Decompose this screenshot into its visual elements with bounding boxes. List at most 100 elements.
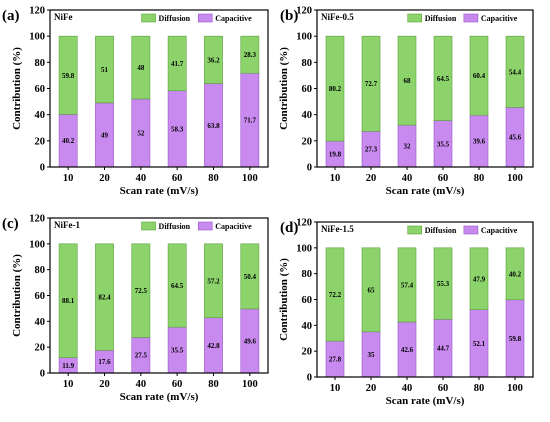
diffusion-value-label: 40.2 bbox=[509, 270, 522, 278]
diffusion-value-label: 60.4 bbox=[473, 72, 486, 80]
capacitive-value-label: 35.5 bbox=[171, 347, 184, 355]
diffusion-bar bbox=[95, 243, 114, 351]
diffusion-value-label: 57.4 bbox=[401, 281, 414, 289]
y-tick-label: 80 bbox=[302, 269, 313, 280]
panel-letter: (c) bbox=[2, 216, 19, 232]
capacitive-value-label: 42.8 bbox=[207, 342, 220, 350]
capacitive-value-label: 35 bbox=[368, 351, 376, 359]
diffusion-bar bbox=[397, 247, 417, 323]
y-tick-label: 120 bbox=[296, 218, 312, 229]
legend-swatch-capacitive bbox=[463, 225, 479, 235]
legend-label-diffusion: Diffusion bbox=[159, 14, 191, 23]
panel-letter: (b) bbox=[280, 8, 298, 24]
panel-letter: (a) bbox=[2, 8, 20, 24]
x-tick-label: 40 bbox=[402, 383, 413, 394]
capacitive-value-label: 44.7 bbox=[437, 345, 450, 353]
diffusion-bar bbox=[325, 35, 345, 142]
diffusion-value-label: 41.7 bbox=[171, 60, 184, 68]
capacitive-value-label: 58.3 bbox=[171, 125, 184, 133]
capacitive-value-label: 32 bbox=[404, 143, 412, 151]
diffusion-value-label: 50.4 bbox=[244, 273, 257, 281]
x-tick-label: 60 bbox=[172, 379, 183, 390]
x-tick-label: 80 bbox=[208, 173, 219, 184]
legend-swatch-diffusion bbox=[141, 13, 156, 23]
y-tick-label: 60 bbox=[35, 84, 46, 95]
x-tick-label: 40 bbox=[136, 173, 147, 184]
panel-title: NiFe-1 bbox=[54, 220, 80, 230]
y-tick-label: 0 bbox=[40, 369, 45, 380]
diffusion-value-label: 64.5 bbox=[437, 75, 450, 83]
diffusion-bar bbox=[240, 243, 260, 310]
diffusion-value-label: 65 bbox=[368, 286, 376, 294]
y-tick-label: 100 bbox=[296, 32, 312, 43]
y-tick-label: 80 bbox=[302, 58, 313, 69]
diffusion-bar bbox=[433, 35, 453, 121]
diffusion-value-label: 82.4 bbox=[98, 294, 111, 302]
capacitive-value-label: 39.6 bbox=[473, 138, 486, 146]
diffusion-bar bbox=[469, 35, 489, 116]
legend-swatch-diffusion bbox=[407, 225, 423, 235]
capacitive-value-label: 59.8 bbox=[509, 335, 522, 343]
diffusion-value-label: 72.5 bbox=[135, 287, 148, 295]
y-tick-label: 0 bbox=[40, 163, 45, 174]
y-tick-label: 0 bbox=[307, 373, 312, 384]
x-axis-label: Scan rate (mV/s) bbox=[120, 391, 199, 403]
x-tick-label: 20 bbox=[99, 173, 110, 184]
legend-label-capacitive: Capacitive bbox=[481, 14, 518, 23]
y-tick-label: 60 bbox=[302, 295, 313, 306]
diffusion-bar bbox=[131, 243, 151, 338]
diffusion-bar bbox=[505, 35, 525, 108]
diffusion-bar bbox=[505, 247, 525, 301]
capacitive-value-label: 11.9 bbox=[62, 362, 74, 370]
x-tick-label: 100 bbox=[242, 173, 258, 184]
x-tick-label: 10 bbox=[330, 383, 341, 394]
x-tick-label: 100 bbox=[507, 383, 523, 394]
x-tick-label: 20 bbox=[99, 379, 110, 390]
diffusion-value-label: 55.3 bbox=[437, 280, 450, 288]
plot-frame bbox=[49, 217, 269, 374]
panel-letter: (d) bbox=[280, 220, 298, 236]
panel-title: NiFe bbox=[54, 12, 73, 22]
y-tick-label: 40 bbox=[302, 321, 313, 332]
capacitive-value-label: 35.5 bbox=[437, 140, 450, 148]
y-axis-label: Contribution (%) bbox=[11, 47, 23, 130]
diffusion-bar bbox=[240, 35, 260, 74]
diffusion-bar bbox=[204, 35, 223, 84]
y-tick-label: 100 bbox=[296, 243, 312, 254]
capacitive-value-label: 45.6 bbox=[509, 134, 522, 142]
diffusion-value-label: 88.1 bbox=[62, 297, 75, 305]
diffusion-bar bbox=[325, 247, 345, 342]
capacitive-value-label: 49 bbox=[101, 131, 109, 139]
diffusion-value-label: 72.7 bbox=[365, 80, 378, 88]
diffusion-bar bbox=[204, 243, 223, 319]
diffusion-value-label: 68 bbox=[404, 77, 412, 85]
y-tick-label: 80 bbox=[35, 265, 46, 276]
x-tick-label: 60 bbox=[438, 383, 449, 394]
diffusion-value-label: 54.4 bbox=[509, 68, 522, 76]
diffusion-value-label: 64.5 bbox=[171, 282, 184, 290]
capacitive-value-label: 71.7 bbox=[244, 117, 257, 125]
y-axis-label: Contribution (%) bbox=[11, 254, 23, 337]
x-tick-label: 80 bbox=[208, 379, 219, 390]
x-tick-label: 10 bbox=[330, 173, 341, 184]
capacitive-value-label: 27.5 bbox=[135, 352, 148, 360]
diffusion-value-label: 36.2 bbox=[207, 56, 220, 64]
y-tick-label: 0 bbox=[307, 163, 312, 174]
y-tick-label: 100 bbox=[29, 32, 45, 43]
legend-label-diffusion: Diffusion bbox=[425, 14, 457, 23]
legend-swatch-capacitive bbox=[463, 13, 479, 23]
plot-frame bbox=[316, 221, 534, 378]
y-tick-label: 100 bbox=[29, 239, 45, 250]
x-tick-label: 20 bbox=[366, 383, 377, 394]
diffusion-value-label: 57.2 bbox=[207, 277, 220, 285]
diffusion-value-label: 28.3 bbox=[244, 51, 257, 59]
diffusion-bar bbox=[397, 35, 417, 126]
panel-title: NiFe-1.5 bbox=[321, 224, 354, 234]
diffusion-bar bbox=[361, 35, 381, 132]
x-tick-label: 80 bbox=[474, 173, 485, 184]
y-tick-label: 20 bbox=[35, 343, 46, 354]
x-axis-label: Scan rate (mV/s) bbox=[386, 395, 465, 407]
y-tick-label: 60 bbox=[35, 291, 46, 302]
diffusion-value-label: 51 bbox=[101, 66, 109, 74]
